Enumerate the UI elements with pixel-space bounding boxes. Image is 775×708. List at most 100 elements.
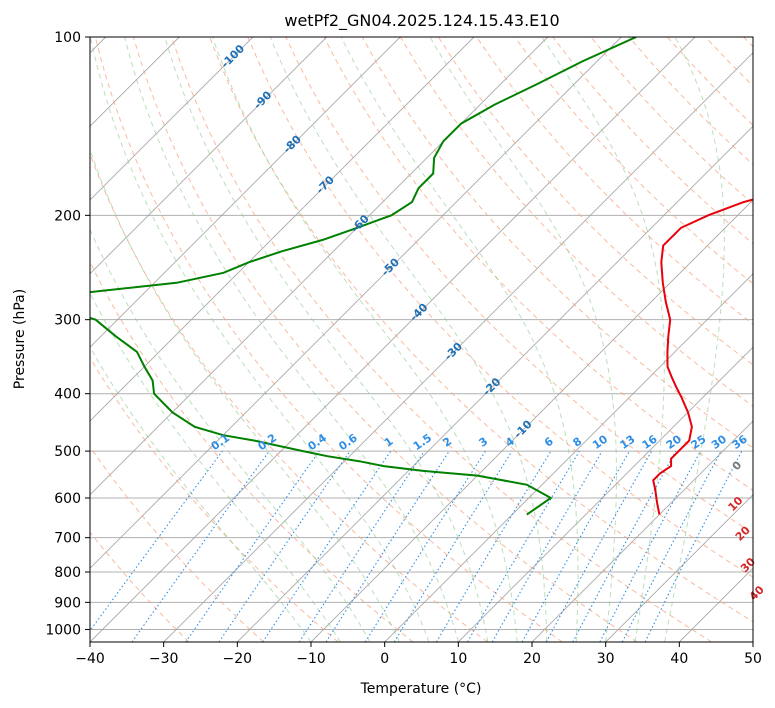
moist-adiabat-line — [340, 37, 579, 642]
data-layer — [90, 37, 753, 516]
isotherm-line — [90, 37, 180, 127]
x-axis-label: Temperature (°C) — [360, 681, 482, 697]
x-tick-label: 20 — [523, 651, 541, 667]
moist-adiabat-line — [90, 346, 312, 642]
mixing-ratio-label: 3 — [477, 435, 491, 450]
mixing-ratio-line — [599, 450, 701, 642]
mixing-ratio-label: 13 — [617, 433, 637, 452]
chart-title: wetPf2_GN04.2025.124.15.43.E10 — [284, 11, 559, 31]
mixing-ratio-label: 36 — [730, 432, 750, 452]
y-tick-label: 300 — [54, 313, 81, 329]
dry-adiabat-line — [514, 37, 753, 285]
isotherm-line — [384, 273, 753, 642]
dry-adiabat-line — [90, 356, 339, 642]
mixing-ratio-line — [435, 450, 552, 642]
mixing-ratio-label: 0.1 — [209, 431, 232, 453]
isotherm-label: -100 — [219, 42, 248, 71]
dry-adiabat-line — [90, 152, 488, 642]
mixing-ratio-label: 6 — [542, 435, 556, 450]
isotherm-line — [531, 420, 753, 642]
dry-adiabat-line — [666, 37, 753, 126]
mixing-ratio-line — [572, 450, 677, 642]
moist-adiabat-line — [90, 228, 371, 642]
dry-adiabat-line — [437, 37, 753, 366]
dry-adiabat-line — [171, 37, 712, 642]
mixing-ratio-label: 0.6 — [336, 431, 360, 453]
mixing-ratio-label: 16 — [640, 432, 660, 452]
isotherm-label: -40 — [407, 301, 430, 324]
dry-adiabat-line — [247, 37, 753, 578]
dry-adiabat-line — [90, 446, 264, 642]
mixing-ratio-label: 1 — [382, 435, 396, 450]
mixing-ratio-label: 0.4 — [306, 431, 330, 453]
isotherm-label: -70 — [314, 173, 337, 196]
moist-adiabat-line — [90, 37, 430, 642]
moist-adiabat-label: 40 — [747, 583, 767, 603]
x-tick-label: 50 — [744, 651, 762, 667]
isotherm-line — [90, 37, 254, 201]
x-tick-label: −30 — [149, 651, 179, 667]
isotherm-line — [457, 346, 753, 642]
plot-frame — [89, 36, 754, 643]
moist-adiabat-line — [269, 37, 548, 642]
mixing-ratio-line — [325, 450, 450, 642]
dry-adiabat-line — [209, 37, 753, 623]
mixing-ratio-line — [185, 450, 320, 642]
x-tick-label: 30 — [597, 651, 615, 667]
grid-layer — [90, 37, 753, 642]
mixing-ratio-label: 10 — [590, 432, 610, 452]
y-tick-label: 100 — [54, 30, 81, 46]
moist-adiabat-line — [429, 37, 617, 642]
moist-adiabat-line — [541, 37, 665, 642]
isotherm-line — [678, 567, 753, 642]
isotherm-line — [236, 125, 753, 642]
isotherm-line — [90, 37, 475, 422]
moist-adiabat-line — [664, 37, 725, 642]
isotherm-label: -10 — [511, 417, 534, 440]
isotherm-line — [90, 37, 107, 54]
x-tick-label: −10 — [296, 651, 326, 667]
dry-adiabat-line — [399, 37, 753, 407]
mixing-ratio-line — [644, 450, 743, 642]
y-axis-label: Pressure (hPa) — [12, 289, 28, 389]
y-tick-label: 800 — [54, 565, 81, 581]
isotherm-line — [752, 641, 753, 642]
moist-adiabat-line — [124, 37, 459, 642]
dry-adiabat-line — [476, 37, 753, 325]
dry-adiabat-line — [552, 37, 753, 245]
mixing-ratio-label: 1.5 — [411, 431, 434, 453]
dewpoint-profile-line — [90, 37, 637, 516]
mixing-ratio-line — [218, 450, 351, 642]
isotherm-label: -50 — [379, 255, 402, 278]
mixing-ratio-line — [393, 450, 513, 642]
mixing-ratio-label: 30 — [709, 432, 729, 452]
mixing-ratio-line — [131, 450, 270, 642]
isotherm-line — [90, 37, 696, 642]
mixing-ratio-line — [298, 450, 425, 642]
moist-adiabat-label: 0 — [730, 458, 745, 473]
moist-adiabat-line — [164, 37, 489, 642]
y-tick-label: 500 — [54, 444, 81, 460]
dry-adiabat-line — [90, 531, 190, 642]
dry-adiabat-line — [743, 37, 753, 48]
mixing-ratio-label: 8 — [571, 435, 585, 450]
moist-adiabat-line — [90, 148, 400, 642]
isotherm-line — [310, 199, 753, 642]
x-tick-label: 0 — [380, 651, 389, 667]
mixing-ratio-line — [364, 450, 486, 642]
x-tick-label: 40 — [670, 651, 688, 667]
mixing-ratio-line — [545, 450, 653, 642]
moist-adiabat-label: 20 — [733, 523, 753, 543]
isotherm-line — [90, 37, 622, 569]
label-layer: -100-90-80-70-60-50-40-30-20-100.1 0.2 0.4… — [209, 42, 767, 603]
y-tick-label: 900 — [54, 595, 81, 611]
mixing-ratio-line — [262, 450, 392, 642]
mixing-ratio-line — [90, 450, 223, 632]
x-tick-label: 10 — [449, 651, 467, 667]
dry-adiabat-line — [590, 37, 753, 205]
x-tick-label: −20 — [223, 651, 253, 667]
x-tick-label: −40 — [75, 651, 105, 667]
y-tick-label: 600 — [54, 491, 81, 507]
dry-adiabat-line — [704, 37, 753, 87]
